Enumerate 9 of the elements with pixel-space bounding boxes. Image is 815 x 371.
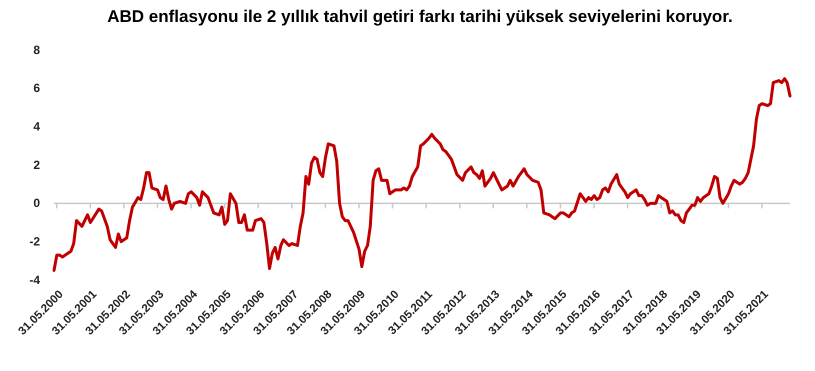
chart-title: ABD enflasyonu ile 2 yıllık tahvil getiri farkı tarihi yüksek seviyelerini koruyor. [107,7,733,26]
y-tick-label: 4 [33,120,40,134]
y-tick-label: 6 [33,81,40,96]
y-tick-label: 0 [33,196,40,210]
y-tick-label: -4 [29,272,40,287]
line-series [52,77,792,272]
y-tick-label: 8 [33,42,40,57]
y-tick-label: 2 [33,158,40,172]
y-tick-label: -2 [29,234,40,249]
